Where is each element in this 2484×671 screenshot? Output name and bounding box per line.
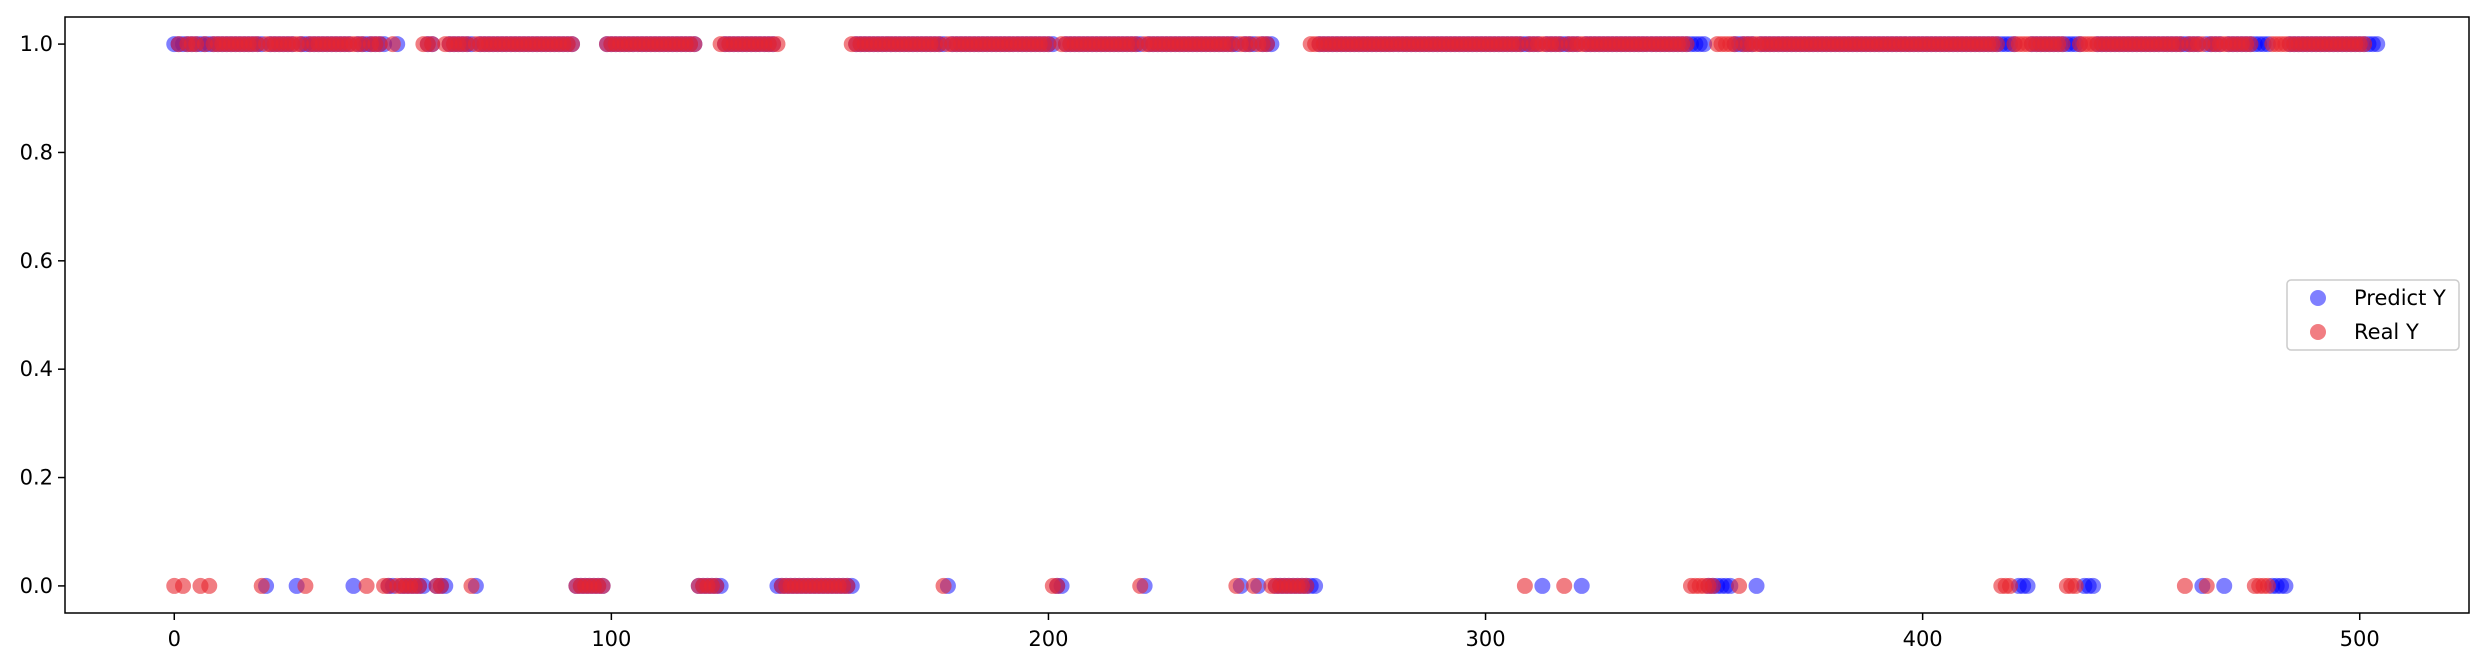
legend-label-real-y: Real Y [2354,320,2419,344]
data-point [1573,577,1590,594]
y-tick-label: 0.2 [20,466,53,490]
x-axis-ticks: 0 100 200 300 400 500 [168,613,2380,651]
data-point [686,36,703,53]
data-point [2369,36,2386,53]
data-point [2067,577,2084,594]
data-point [1988,36,2005,53]
axes [64,16,2470,614]
data-point [2085,577,2102,594]
series-real-y [166,36,2373,594]
data-point [1534,577,1551,594]
data-point [358,577,375,594]
legend-marker-real-y [2310,324,2326,340]
x-tick-label: 100 [591,627,631,651]
data-point [1696,36,1713,53]
data-point [564,36,581,53]
data-point [1049,577,1066,594]
data-point [2242,36,2259,53]
data-point [2002,577,2019,594]
data-point [1228,577,1245,594]
data-point [1678,36,1695,53]
x-tick-label: 200 [1028,627,1068,651]
data-point [708,577,725,594]
data-point [1040,36,1057,53]
data-point [2054,36,2071,53]
data-point [175,577,192,594]
y-axis-ticks: 0.0 0.2 0.4 0.6 0.8 1.0 [20,32,65,598]
data-point [345,577,362,594]
x-tick-label: 0 [168,627,181,651]
y-tick-label: 1.0 [20,32,53,56]
data-point [2259,577,2276,594]
data-point [1748,577,1765,594]
y-tick-label: 0.6 [20,249,53,273]
data-point [1132,577,1149,594]
data-point [424,36,441,53]
data-point [2277,577,2294,594]
data-point [1259,36,1275,53]
x-tick-label: 300 [1465,627,1505,651]
data-point [2198,577,2215,594]
data-point [935,577,952,594]
data-point [1245,577,1262,594]
legend-label-predict-y: Predict Y [2354,286,2446,310]
data-points [166,36,2386,594]
data-point [2216,577,2233,594]
x-tick-label: 400 [1903,627,1943,651]
data-point [1556,577,1573,594]
data-point [769,36,786,53]
data-point [201,577,218,594]
data-point [411,577,428,594]
data-point [297,577,314,594]
data-point [1298,577,1315,594]
data-point [2176,577,2193,594]
y-tick-label: 0.8 [20,140,53,164]
data-point [1516,577,1533,594]
data-point [384,36,401,53]
plot-frame [64,16,2470,614]
y-tick-label: 0.4 [20,357,53,381]
data-point [1731,577,1748,594]
series-predict-y [166,36,2386,594]
data-point [432,577,449,594]
x-tick-label: 500 [2340,627,2380,651]
legend-box [2286,279,2460,351]
data-point [594,577,611,594]
data-point [2019,577,2036,594]
y-tick-label: 0.0 [20,574,53,598]
data-point [371,36,388,53]
data-point [463,577,480,594]
data-point [2356,36,2373,53]
data-point [1704,577,1721,594]
data-point [253,577,270,594]
legend-marker-predict-y [2310,290,2326,306]
legend: Predict Y Real Y [2286,279,2460,351]
data-point [839,577,856,594]
